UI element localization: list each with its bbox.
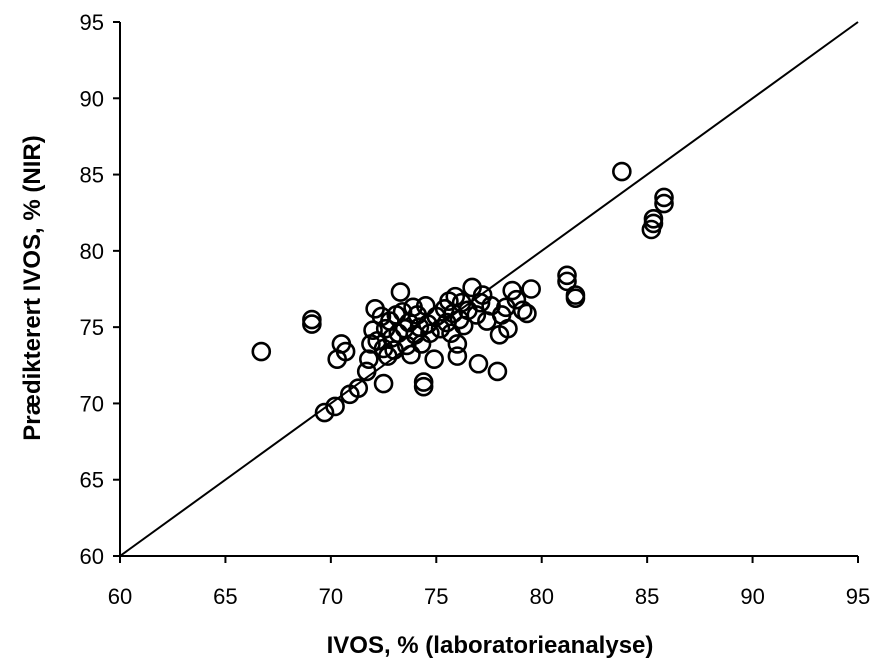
data-point <box>565 288 586 308</box>
data-point <box>502 280 522 301</box>
data-point <box>445 286 466 307</box>
y-tick-label: 75 <box>80 315 104 340</box>
y-axis-ticks: 60 65 70 75 80 85 90 95 <box>80 10 120 569</box>
data-point <box>415 295 436 316</box>
x-axis-title: IVOS, % (laboratorieanalyse) <box>327 632 654 659</box>
data-point <box>498 318 518 339</box>
data-point <box>468 353 489 374</box>
x-tick-label: 85 <box>635 584 659 609</box>
data-point <box>302 314 322 334</box>
data-point <box>447 334 468 354</box>
data-point <box>447 346 468 366</box>
data-point <box>512 300 533 321</box>
data-point <box>521 279 541 299</box>
y-tick-label: 80 <box>80 239 104 264</box>
data-point <box>348 378 369 398</box>
data-point <box>487 361 508 382</box>
x-tick-label: 70 <box>319 584 343 609</box>
data-point <box>654 187 674 208</box>
data-point <box>517 303 537 324</box>
data-point <box>466 305 487 325</box>
data-point <box>390 282 411 302</box>
data-point <box>506 289 527 310</box>
y-tick-label: 85 <box>80 163 104 188</box>
y-tick-label: 70 <box>80 391 104 416</box>
data-point <box>325 396 345 417</box>
data-point <box>470 292 491 313</box>
data-point <box>643 209 664 229</box>
data-point <box>654 193 674 214</box>
y-axis-title: Prædikterert IVOS, % (NIR) <box>19 135 46 440</box>
data-point <box>413 376 434 397</box>
x-tick-label: 75 <box>424 584 448 609</box>
data-point <box>420 323 440 344</box>
y-tick-label: 90 <box>80 86 104 111</box>
x-tick-label: 80 <box>529 584 553 609</box>
data-point <box>359 349 379 369</box>
data-point <box>251 341 272 362</box>
data-point <box>363 320 383 340</box>
x-tick-label: 95 <box>846 584 870 609</box>
data-point <box>356 361 377 382</box>
x-tick-label: 60 <box>108 584 132 609</box>
data-point <box>430 318 451 339</box>
x-tick-label: 90 <box>740 584 764 609</box>
data-point <box>377 346 398 366</box>
x-axis-ticks: 60 65 70 75 80 85 90 95 <box>108 556 870 609</box>
y-tick-label: 65 <box>80 468 104 493</box>
data-points <box>251 161 674 423</box>
data-point <box>557 265 577 286</box>
data-point <box>373 373 394 394</box>
data-point <box>424 349 444 369</box>
data-point <box>557 271 577 292</box>
y-tick-label: 60 <box>80 544 104 569</box>
data-point <box>401 344 421 365</box>
y-tick-label: 95 <box>80 10 104 35</box>
data-point <box>314 402 335 423</box>
data-point <box>335 341 356 362</box>
data-point <box>612 161 632 182</box>
x-tick-label: 65 <box>213 584 237 609</box>
